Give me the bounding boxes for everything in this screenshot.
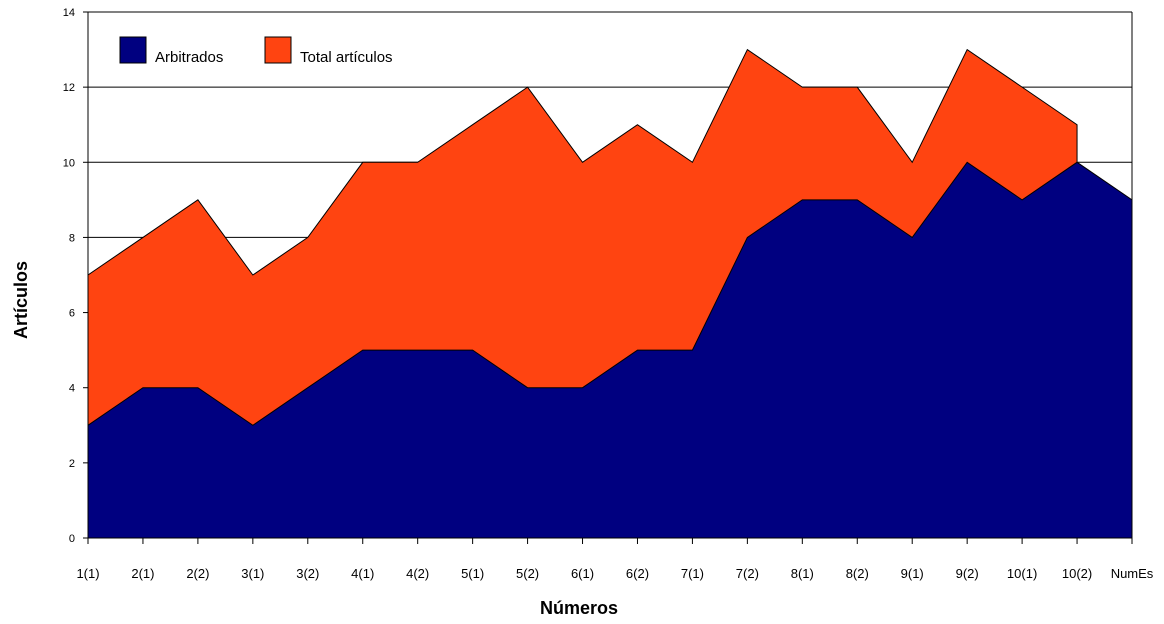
x-tick-label-4: 3(2): [296, 566, 319, 581]
y-tick-label-4: 4: [69, 383, 75, 395]
legend-swatch-total-articulos: [264, 36, 292, 64]
y-tick-label-14: 14: [63, 7, 75, 19]
x-tick-label-16: 9(2): [956, 566, 979, 581]
y-tick-label-10: 10: [63, 157, 75, 169]
x-axis-title: Números: [540, 598, 618, 618]
axes: 0 2 4 6 8 10 12 14 1(1) 2(1) 2(2) 3(1) 3(2) 4(1) 4(2) 5…: [63, 7, 1154, 581]
y-tick-label-2: 2: [69, 458, 75, 470]
y-axis-title: Artículos: [11, 261, 31, 339]
x-tick-label-7: 5(1): [461, 566, 484, 581]
x-tick-label-2: 2(2): [186, 566, 209, 581]
x-tick-label-9: 6(1): [571, 566, 594, 581]
legend-label-total-articulos: Total artículos: [300, 49, 393, 66]
x-tick-label-1: 2(1): [131, 566, 154, 581]
x-tick-label-14: 8(2): [846, 566, 869, 581]
x-tick-label-6: 4(2): [406, 566, 429, 581]
x-tick-label-15: 9(1): [901, 566, 924, 581]
x-tick-label-10: 6(2): [626, 566, 649, 581]
area-series: [87, 48, 1133, 539]
x-tick-label-5: 4(1): [351, 566, 374, 581]
x-tick-label-18: 10(2): [1062, 566, 1092, 581]
area-arbitrados: [87, 161, 1133, 539]
x-tick-label-17: 10(1): [1007, 566, 1037, 581]
legend: Arbitrados Total artículos: [119, 36, 393, 66]
y-tick-label-6: 6: [69, 308, 75, 320]
x-tick-label-0: 1(1): [76, 566, 99, 581]
y-tick-label-0: 0: [69, 533, 75, 545]
y-tick-label-12: 12: [63, 82, 75, 94]
legend-swatch-arbitrados: [119, 36, 147, 64]
x-tick-label-12: 7(2): [736, 566, 759, 581]
x-tick-label-8: 5(2): [516, 566, 539, 581]
x-tick-label-3: 3(1): [241, 566, 264, 581]
legend-label-arbitrados: Arbitrados: [155, 49, 223, 66]
x-tick-label-13: 8(1): [791, 566, 814, 581]
x-tick-label-19: NumEs: [1111, 566, 1154, 581]
x-tick-label-11: 7(1): [681, 566, 704, 581]
y-tick-label-8: 8: [69, 232, 75, 244]
